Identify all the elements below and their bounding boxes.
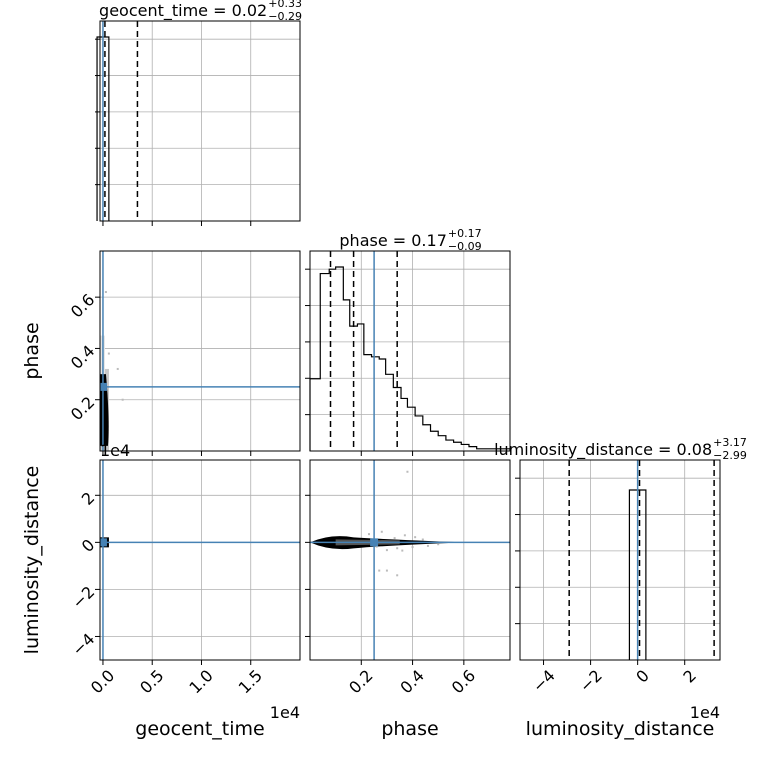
x-tick-label: −4 xyxy=(529,666,559,696)
density-core xyxy=(100,374,109,446)
title-geocent_time: geocent_time = 0.02 +0.33−0.29 xyxy=(99,0,302,23)
scatter-point xyxy=(396,547,399,550)
scatter-point xyxy=(107,352,110,355)
frames-layer xyxy=(95,20,721,665)
scatter-point xyxy=(396,574,399,577)
y-tick-label: 2 xyxy=(78,488,99,509)
x-tick-label: 0 xyxy=(632,666,653,687)
scatter-point xyxy=(421,538,424,541)
scatter-point xyxy=(437,543,440,546)
scatter-point xyxy=(393,537,396,540)
truth-marker xyxy=(100,382,107,391)
panel-frame xyxy=(99,250,301,452)
panel-frame xyxy=(99,459,301,661)
x-tick-label: 0.5 xyxy=(136,666,167,697)
scatter-point xyxy=(380,530,383,533)
truth-marker xyxy=(100,538,107,547)
truth-marker xyxy=(370,538,379,547)
title-main: geocent_time = 0.02 xyxy=(99,1,267,21)
scatter-point xyxy=(378,569,381,572)
title-phase: phase = 0.17 +0.17−0.09 xyxy=(339,227,481,253)
y-tick-label: −2 xyxy=(68,582,98,612)
scatter-point xyxy=(411,546,414,549)
scatter-point xyxy=(367,533,370,536)
scatter-point xyxy=(116,367,119,370)
scatter-point xyxy=(426,544,429,547)
y-axis-label-luminosity_distance: luminosity_distance xyxy=(21,466,43,655)
x-tick-label: 0.6 xyxy=(448,666,479,697)
y-axis-label-phase: phase xyxy=(21,322,43,379)
panel-frame xyxy=(309,250,511,452)
grid-layer xyxy=(100,21,720,660)
x-tick-label: 1.5 xyxy=(235,666,266,697)
panel-frame xyxy=(309,459,511,661)
x-tick-label: 2 xyxy=(679,666,700,687)
panel-frame xyxy=(519,459,721,661)
x-tick-label: 1.0 xyxy=(185,666,216,697)
x-tick-label: 0.4 xyxy=(396,666,427,697)
title-plus: +3.17 xyxy=(713,436,747,449)
y-tick-label: 0.6 xyxy=(67,290,98,321)
scatter-point xyxy=(406,470,409,473)
title-plus: +0.33 xyxy=(268,0,302,10)
scatter-point xyxy=(414,536,417,539)
histogram-phase xyxy=(309,266,511,451)
scatter-point xyxy=(401,549,404,552)
x-axis-label-phase: phase xyxy=(381,718,438,740)
title-luminosity_distance: luminosity_distance = 0.08 +3.17−2.99 xyxy=(494,436,747,462)
x-axis-label-geocent_time: geocent_time xyxy=(135,718,264,740)
y-offset-label: 1e4 xyxy=(100,441,130,460)
scatter-point xyxy=(385,569,388,572)
x-tick-label: 0.2 xyxy=(345,666,376,697)
density-phase-luminosity_distance xyxy=(310,460,510,660)
density-geocent_time-luminosity_distance xyxy=(100,460,300,660)
title-minus: −2.99 xyxy=(713,449,747,462)
title-minus: −0.29 xyxy=(268,10,302,23)
x-axis-label-luminosity_distance: luminosity_distance xyxy=(526,718,715,740)
density-geocent_time-phase xyxy=(100,251,300,451)
x-tick-label: 0.0 xyxy=(87,666,118,697)
y-tick-label: 0.2 xyxy=(67,393,98,424)
panel-frame xyxy=(99,20,301,222)
scatter-point xyxy=(375,545,378,548)
scatter-point xyxy=(403,534,406,537)
title-main: luminosity_distance = 0.08 xyxy=(494,440,712,460)
x-offset-label: 1e4 xyxy=(270,703,300,722)
y-tick-label: 0 xyxy=(78,535,99,556)
x-offset-label: 1e4 xyxy=(690,703,720,722)
title-main: phase = 0.17 xyxy=(339,231,446,250)
y-tick-label: −4 xyxy=(68,629,98,659)
y-tick-label: 0.4 xyxy=(67,341,98,372)
title-minus: −0.09 xyxy=(448,240,482,253)
scatter-point xyxy=(121,398,124,401)
data-layer xyxy=(96,21,715,660)
x-tick-label: −2 xyxy=(576,666,606,696)
scatter-point xyxy=(385,549,388,552)
title-plus: +0.17 xyxy=(448,227,482,240)
scatter-point xyxy=(104,291,107,294)
